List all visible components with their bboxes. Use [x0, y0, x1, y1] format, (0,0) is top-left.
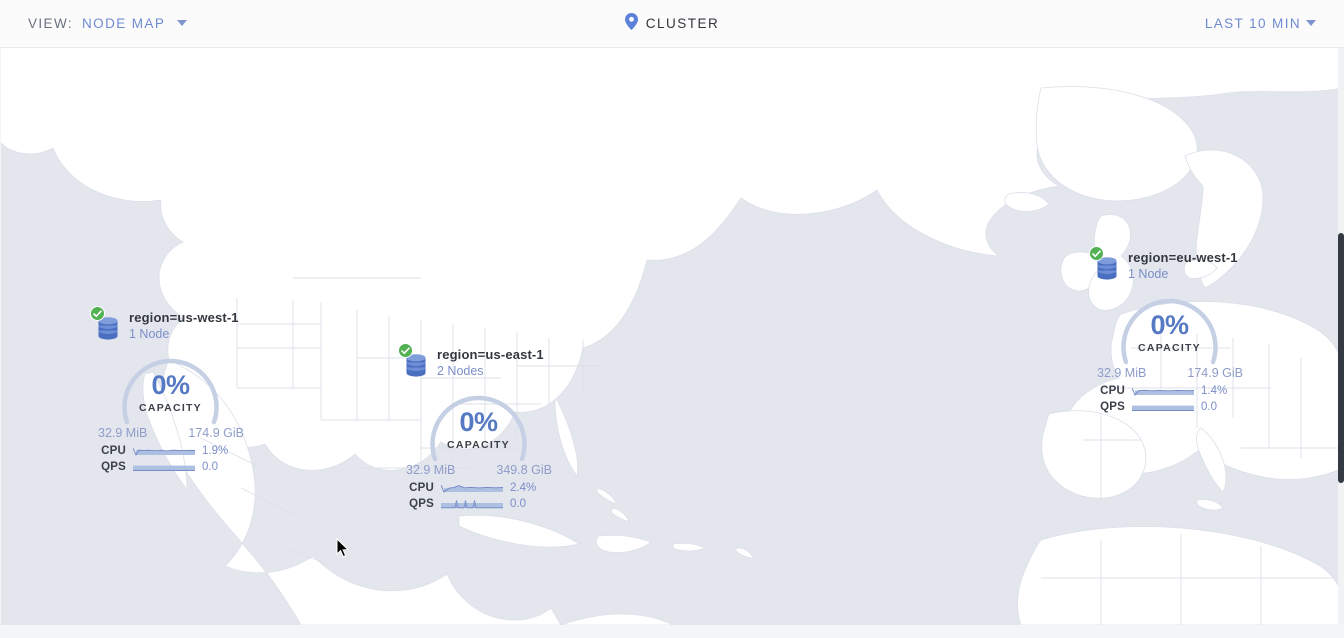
cpu-sparkline [441, 483, 503, 494]
capacity-label: CAPACITY [1138, 342, 1201, 354]
metric-row: QPS 0.0 [406, 496, 641, 512]
metric-label: QPS [1100, 401, 1125, 413]
region-name: region=eu-west-1 [1128, 250, 1238, 265]
qps-sparkline [441, 499, 503, 510]
metric-label: CPU [101, 445, 126, 457]
view-selector[interactable]: VIEW: NODE MAP [28, 16, 188, 31]
cpu-sparkline [133, 446, 195, 457]
capacity-gauge: 0% CAPACITY [103, 344, 238, 428]
cluster-title: CLUSTER [0, 12, 1344, 35]
cluster-label: CLUSTER [645, 16, 720, 31]
capacity-total: 349.8 GiB [496, 463, 552, 477]
metric-label: CPU [1100, 385, 1125, 397]
region-node-count: 1 Node [1128, 267, 1169, 281]
metric-value: 1.9% [202, 445, 229, 457]
metrics-list: CPU 1.9% QPS 0.0 [98, 443, 333, 475]
metric-row: CPU 1.9% [98, 443, 333, 459]
capacity-gauge: 0% CAPACITY [411, 381, 546, 465]
node-map[interactable]: region=us-west-1 1 Node 0% CAPACITY 32.9… [1, 48, 1343, 625]
capacity-label: CAPACITY [447, 439, 510, 451]
metric-value: 0.0 [1201, 401, 1217, 413]
region-node-count: 1 Node [129, 327, 170, 341]
metric-value: 0.0 [202, 461, 218, 473]
capacity-values: 32.9 MiB 174.9 GiB [1097, 366, 1243, 380]
map-pin-icon [624, 12, 638, 35]
check-circle-icon [398, 343, 413, 358]
capacity-used: 32.9 MiB [406, 463, 456, 477]
metric-label: QPS [101, 461, 126, 473]
region-marker-us-west-1[interactable]: region=us-west-1 1 Node 0% CAPACITY 32.9… [90, 306, 333, 475]
region-name: region=us-east-1 [437, 347, 544, 362]
qps-sparkline [1132, 402, 1194, 413]
metric-value: 0.0 [510, 498, 526, 510]
metric-row: QPS 0.0 [1097, 399, 1332, 415]
region-marker-eu-west-1[interactable]: region=eu-west-1 1 Node 0% CAPACITY 32.9… [1089, 246, 1332, 415]
capacity-total: 174.9 GiB [188, 426, 244, 440]
capacity-used: 32.9 MiB [98, 426, 148, 440]
region-marker-us-east-1[interactable]: region=us-east-1 2 Nodes 0% CAPACITY 32.… [398, 343, 641, 512]
time-range-value[interactable]: LAST 10 MIN [1204, 16, 1301, 31]
mouse-arrow-icon [336, 537, 350, 559]
capacity-values: 32.9 MiB 349.8 GiB [406, 463, 552, 477]
metric-row: CPU 2.4% [406, 480, 641, 496]
region-node-count: 2 Nodes [437, 364, 484, 378]
vertical-scrollbar-track[interactable] [1338, 48, 1344, 625]
metrics-list: CPU 1.4% QPS 0.0 [1097, 383, 1332, 415]
capacity-percent: 0% [459, 407, 498, 437]
metric-row: QPS 0.0 [98, 459, 333, 475]
capacity-label: CAPACITY [139, 402, 202, 414]
region-header[interactable]: region=us-west-1 1 Node [90, 306, 333, 344]
view-label: VIEW: [28, 16, 74, 31]
chevron-down-icon[interactable] [177, 20, 188, 26]
view-selected-value[interactable]: NODE MAP [82, 16, 166, 31]
capacity-values: 32.9 MiB 174.9 GiB [98, 426, 244, 440]
vertical-scrollbar-thumb[interactable] [1338, 233, 1344, 483]
capacity-gauge: 0% CAPACITY [1102, 284, 1237, 368]
world-map-graphic [1, 48, 1343, 625]
capacity-percent: 0% [1150, 310, 1189, 340]
database-stack-icon [93, 314, 123, 344]
region-header[interactable]: region=us-east-1 2 Nodes [398, 343, 641, 381]
check-circle-icon [90, 306, 105, 321]
metric-row: CPU 1.4% [1097, 383, 1332, 399]
qps-sparkline [133, 462, 195, 473]
database-stack-icon [1092, 254, 1122, 284]
capacity-percent: 0% [151, 370, 190, 400]
cpu-sparkline [1132, 386, 1194, 397]
metric-label: CPU [409, 482, 434, 494]
check-circle-icon [1089, 246, 1104, 261]
time-range-selector[interactable]: LAST 10 MIN [1205, 16, 1316, 31]
capacity-used: 32.9 MiB [1097, 366, 1147, 380]
metric-label: QPS [409, 498, 434, 510]
chevron-down-icon[interactable] [1306, 20, 1316, 26]
metric-value: 2.4% [510, 482, 537, 494]
top-toolbar: VIEW: NODE MAP CLUSTER LAST 10 MIN [0, 0, 1344, 48]
region-header[interactable]: region=eu-west-1 1 Node [1089, 246, 1332, 284]
metrics-list: CPU 2.4% QPS 0.0 [406, 480, 641, 512]
database-stack-icon [401, 351, 431, 381]
capacity-total: 174.9 GiB [1187, 366, 1243, 380]
metric-value: 1.4% [1201, 385, 1228, 397]
region-name: region=us-west-1 [129, 310, 239, 325]
